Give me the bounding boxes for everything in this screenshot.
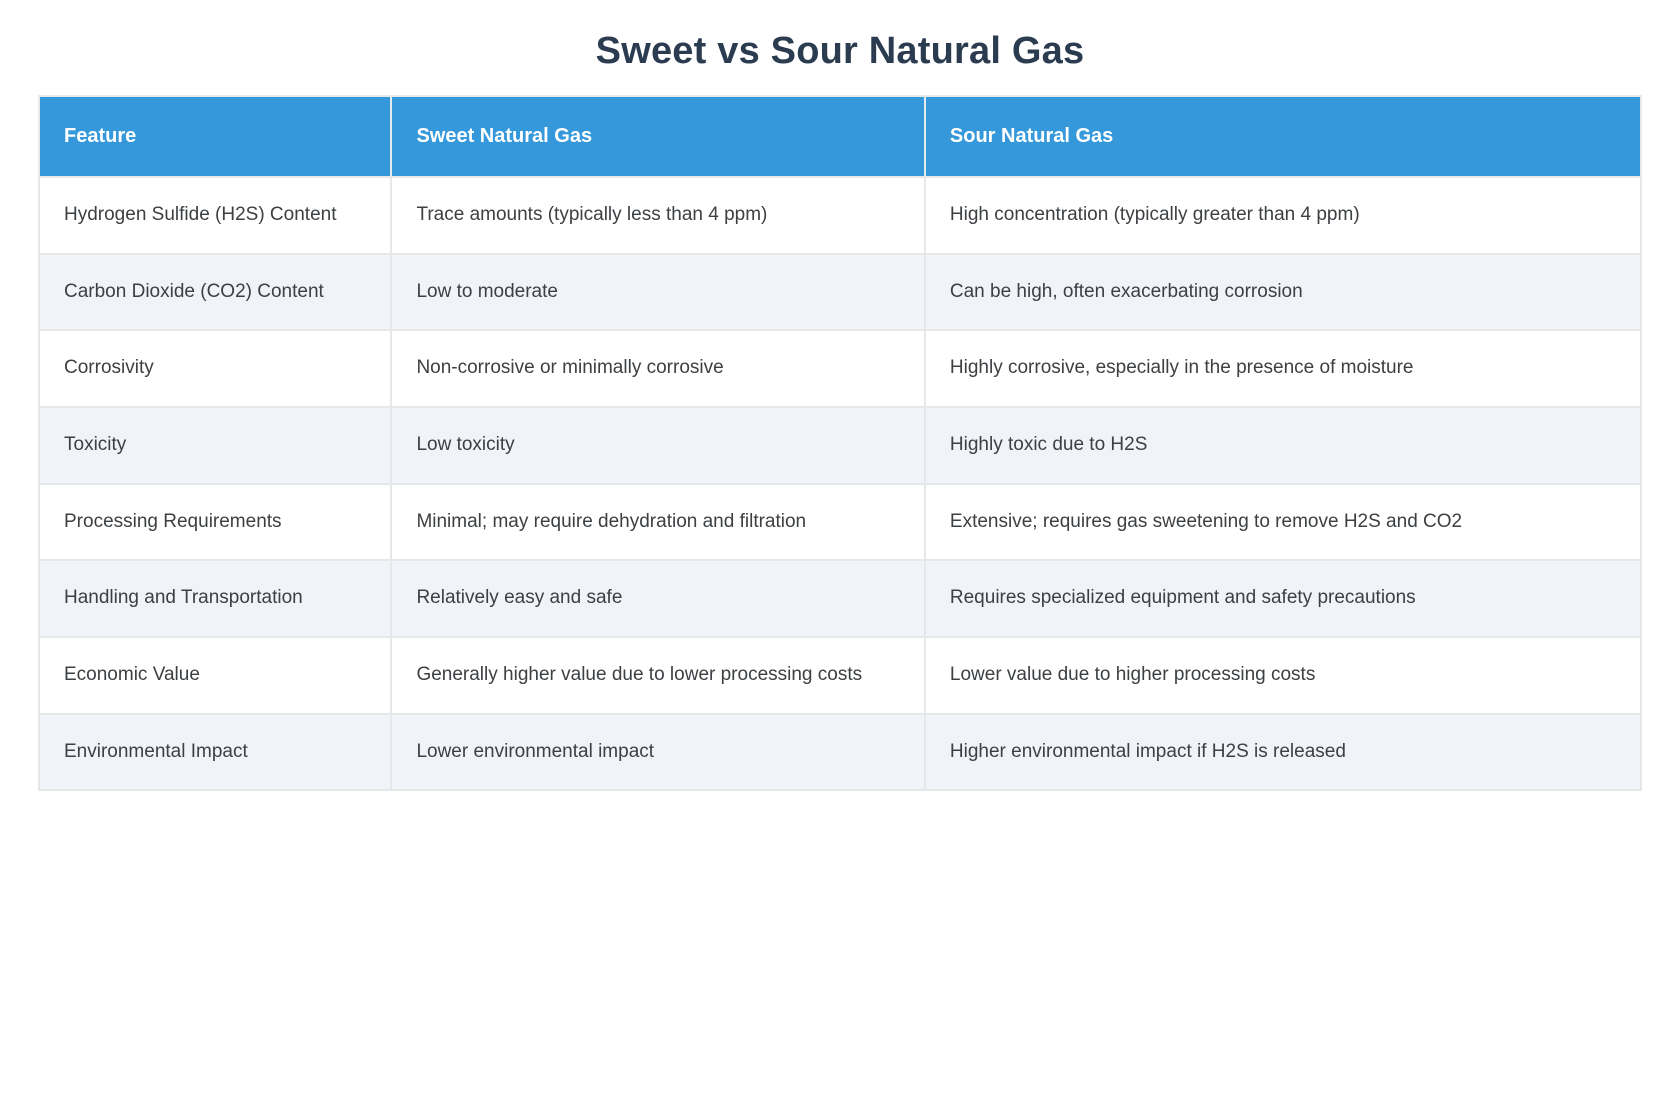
feature-cell: Hydrogen Sulfide (H2S) Content [37, 176, 393, 255]
feature-cell: Processing Requirements [37, 482, 393, 562]
feature-cell: Corrosivity [37, 329, 393, 409]
sweet-gas-cell: Trace amounts (typically less than 4 ppm… [390, 176, 926, 255]
sour-gas-cell: Extensive; requires gas sweetening to re… [923, 482, 1643, 562]
sour-gas-cell: Requires specialized equipment and safet… [923, 559, 1643, 639]
sour-gas-cell: Highly corrosive, especially in the pres… [923, 329, 1643, 409]
table-row: Toxicity Low toxicity Highly toxic due t… [37, 406, 1643, 485]
table-row: Corrosivity Non-corrosive or minimally c… [37, 329, 1643, 409]
sweet-gas-cell: Lower environmental impact [390, 712, 926, 792]
table-row: Environmental Impact Lower environmental… [37, 712, 1643, 792]
table-body: Hydrogen Sulfide (H2S) Content Trace amo… [37, 176, 1643, 792]
feature-cell: Economic Value [37, 636, 393, 715]
sweet-gas-cell: Low to moderate [390, 252, 926, 332]
sour-gas-cell: Can be high, often exacerbating corrosio… [923, 252, 1643, 332]
comparison-table: Feature Sweet Natural Gas Sour Natural G… [37, 95, 1643, 792]
table-row: Handling and Transportation Relatively e… [37, 559, 1643, 639]
table-row: Carbon Dioxide (CO2) Content Low to mode… [37, 252, 1643, 332]
sweet-gas-cell: Low toxicity [390, 406, 926, 485]
table-row: Economic Value Generally higher value du… [37, 636, 1643, 715]
sweet-gas-cell: Relatively easy and safe [390, 559, 926, 639]
feature-cell: Toxicity [37, 406, 393, 485]
sour-gas-cell: High concentration (typically greater th… [923, 176, 1643, 255]
column-header-sour-gas: Sour Natural Gas [923, 95, 1643, 178]
sour-gas-cell: Highly toxic due to H2S [923, 406, 1643, 485]
column-header-sweet-gas: Sweet Natural Gas [390, 95, 926, 178]
sweet-gas-cell: Generally higher value due to lower proc… [390, 636, 926, 715]
header-row: Feature Sweet Natural Gas Sour Natural G… [37, 95, 1643, 178]
feature-cell: Environmental Impact [37, 712, 393, 792]
comparison-table-container: Feature Sweet Natural Gas Sour Natural G… [37, 95, 1643, 792]
page-title: Sweet vs Sour Natural Gas [595, 30, 1085, 72]
sour-gas-cell: Lower value due to higher processing cos… [923, 636, 1643, 715]
table-row: Hydrogen Sulfide (H2S) Content Trace amo… [37, 176, 1643, 255]
feature-cell: Handling and Transportation [37, 559, 393, 639]
table-row: Processing Requirements Minimal; may req… [37, 482, 1643, 562]
table-header: Feature Sweet Natural Gas Sour Natural G… [37, 95, 1643, 178]
sour-gas-cell: Higher environmental impact if H2S is re… [923, 712, 1643, 792]
sweet-gas-cell: Minimal; may require dehydration and fil… [390, 482, 926, 562]
feature-cell: Carbon Dioxide (CO2) Content [37, 252, 393, 332]
sweet-gas-cell: Non-corrosive or minimally corrosive [390, 329, 926, 409]
column-header-feature: Feature [37, 95, 393, 178]
